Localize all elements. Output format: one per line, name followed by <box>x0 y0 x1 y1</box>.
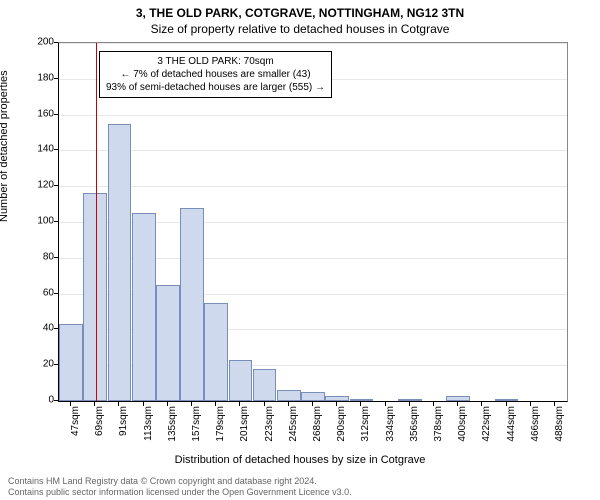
x-tick-label: 268sqm <box>312 406 323 446</box>
histogram-bar <box>108 124 132 401</box>
chart-title: 3, THE OLD PARK, COTGRAVE, NOTTINGHAM, N… <box>0 0 600 20</box>
x-tick-label: 444sqm <box>506 406 517 446</box>
histogram-bar <box>229 360 253 401</box>
x-tick-label: 290sqm <box>336 406 347 446</box>
histogram-bar <box>277 390 301 401</box>
y-tick <box>54 364 58 365</box>
x-tick-label: 179sqm <box>215 406 226 446</box>
y-tick <box>54 78 58 79</box>
y-tick-label: 20 <box>24 359 54 370</box>
marker-line <box>96 43 97 401</box>
histogram-bar <box>59 324 83 401</box>
x-tick-label: 223sqm <box>264 406 275 446</box>
y-tick <box>54 257 58 258</box>
x-tick-label: 157sqm <box>191 406 202 446</box>
histogram-bar <box>350 399 374 401</box>
footer-line-2: Contains public sector information licen… <box>8 487 352 498</box>
y-tick-label: 160 <box>24 108 54 119</box>
info-line-1: 3 THE OLD PARK: 70sqm <box>106 55 325 68</box>
histogram-bar <box>398 399 422 401</box>
y-tick-label: 140 <box>24 144 54 155</box>
x-tick-label: 334sqm <box>385 406 396 446</box>
x-tick-label: 400sqm <box>457 406 468 446</box>
y-tick-label: 80 <box>24 251 54 262</box>
x-tick-label: 378sqm <box>433 406 444 446</box>
y-tick <box>54 400 58 401</box>
chart-subtitle: Size of property relative to detached ho… <box>0 20 600 36</box>
y-tick-label: 200 <box>24 37 54 48</box>
y-tick-label: 100 <box>24 216 54 227</box>
x-tick-label: 201sqm <box>239 406 250 446</box>
y-tick <box>54 221 58 222</box>
y-tick-label: 60 <box>24 287 54 298</box>
y-tick <box>54 149 58 150</box>
x-tick-label: 422sqm <box>481 406 492 446</box>
grid-line <box>59 43 567 44</box>
x-tick-label: 135sqm <box>167 406 178 446</box>
x-tick-label: 312sqm <box>360 406 371 446</box>
histogram-bar <box>325 396 349 401</box>
x-tick-label: 113sqm <box>143 406 154 446</box>
grid-line <box>59 150 567 151</box>
y-tick-label: 120 <box>24 180 54 191</box>
histogram-bar <box>180 208 204 401</box>
y-tick <box>54 293 58 294</box>
y-tick-label: 0 <box>24 395 54 406</box>
histogram-bar <box>253 369 277 401</box>
y-tick-label: 180 <box>24 72 54 83</box>
info-line-2: ← 7% of detached houses are smaller (43) <box>106 68 325 81</box>
footer-line-1: Contains HM Land Registry data © Crown c… <box>8 476 352 487</box>
histogram-bar <box>446 396 470 401</box>
x-axis-label: Distribution of detached houses by size … <box>0 454 600 466</box>
chart-container: 3, THE OLD PARK, COTGRAVE, NOTTINGHAM, N… <box>0 0 600 500</box>
info-line-3: 93% of semi-detached houses are larger (… <box>106 81 325 94</box>
histogram-bar <box>132 213 156 401</box>
x-tick-label: 91sqm <box>118 406 129 446</box>
histogram-bar <box>204 303 228 401</box>
y-axis-label: Number of detached properties <box>0 70 10 222</box>
x-tick-label: 47sqm <box>70 406 81 446</box>
y-tick <box>54 114 58 115</box>
x-tick-label: 356sqm <box>409 406 420 446</box>
y-tick <box>54 42 58 43</box>
grid-line <box>59 115 567 116</box>
footer: Contains HM Land Registry data © Crown c… <box>8 476 352 498</box>
histogram-bar <box>156 285 180 401</box>
x-tick-label: 466sqm <box>530 406 541 446</box>
y-tick <box>54 328 58 329</box>
x-tick-label: 245sqm <box>288 406 299 446</box>
histogram-bar <box>495 399 519 401</box>
y-tick <box>54 185 58 186</box>
histogram-bar <box>83 193 107 401</box>
grid-line <box>59 186 567 187</box>
x-tick-label: 488sqm <box>554 406 565 446</box>
x-tick-label: 69sqm <box>94 406 105 446</box>
y-tick-label: 40 <box>24 323 54 334</box>
histogram-bar <box>301 392 325 401</box>
plot-area: 3 THE OLD PARK: 70sqm ← 7% of detached h… <box>58 42 568 402</box>
info-box: 3 THE OLD PARK: 70sqm ← 7% of detached h… <box>99 51 332 98</box>
